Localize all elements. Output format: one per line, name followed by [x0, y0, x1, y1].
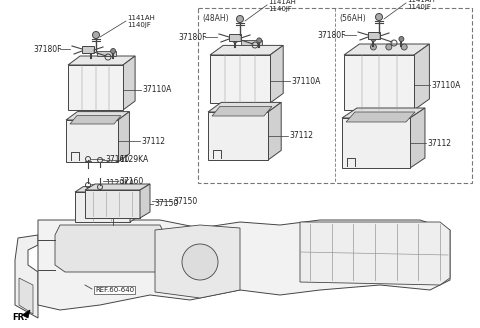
Circle shape [110, 49, 116, 53]
Polygon shape [344, 55, 414, 110]
Polygon shape [208, 102, 281, 112]
Polygon shape [118, 112, 130, 162]
Text: 37112: 37112 [141, 136, 165, 146]
Polygon shape [66, 112, 130, 120]
Text: 1129KA: 1129KA [119, 155, 148, 165]
Text: 37160: 37160 [119, 176, 143, 186]
Polygon shape [96, 51, 116, 56]
Polygon shape [268, 102, 281, 160]
Circle shape [237, 15, 243, 23]
Polygon shape [55, 225, 165, 272]
Circle shape [371, 44, 376, 50]
Polygon shape [410, 108, 425, 168]
Text: 37110A: 37110A [291, 77, 320, 86]
Polygon shape [346, 112, 415, 122]
Polygon shape [342, 108, 425, 118]
Polygon shape [342, 118, 410, 168]
Text: 37110A: 37110A [142, 85, 171, 94]
Text: 1141AH
1140JF: 1141AH 1140JF [407, 0, 435, 10]
Bar [368, 32, 380, 39]
Text: 1129KA: 1129KA [105, 179, 134, 189]
Text: 37180F: 37180F [33, 45, 61, 53]
Polygon shape [130, 187, 138, 222]
Circle shape [375, 13, 383, 20]
Polygon shape [85, 190, 140, 218]
Circle shape [89, 49, 94, 53]
Polygon shape [212, 106, 272, 116]
Polygon shape [270, 45, 283, 103]
Circle shape [399, 36, 404, 42]
Polygon shape [38, 220, 450, 310]
Polygon shape [300, 222, 450, 285]
Polygon shape [70, 115, 121, 124]
Bar [198, 8, 472, 183]
Polygon shape [140, 184, 150, 218]
Polygon shape [85, 184, 150, 190]
Circle shape [182, 244, 218, 280]
Text: 37110A: 37110A [431, 81, 460, 90]
Circle shape [386, 44, 392, 50]
Bar [229, 34, 241, 41]
Polygon shape [414, 44, 430, 110]
Polygon shape [208, 112, 268, 160]
Polygon shape [19, 278, 33, 314]
Text: 37150: 37150 [154, 199, 179, 209]
Polygon shape [123, 56, 135, 110]
Polygon shape [68, 56, 135, 65]
Circle shape [401, 44, 407, 50]
Polygon shape [75, 192, 130, 222]
Polygon shape [68, 65, 123, 110]
Polygon shape [15, 235, 38, 318]
Text: REF.60-640: REF.60-640 [95, 287, 134, 293]
Circle shape [257, 38, 262, 43]
Polygon shape [210, 55, 270, 103]
Circle shape [93, 31, 99, 38]
Polygon shape [155, 225, 240, 298]
Text: 1141AH
1140JF: 1141AH 1140JF [127, 14, 155, 28]
Text: (56AH): (56AH) [339, 14, 366, 24]
Text: 37112: 37112 [427, 138, 451, 148]
Text: 37112: 37112 [289, 132, 313, 140]
Circle shape [233, 38, 238, 43]
Polygon shape [75, 187, 138, 192]
Polygon shape [241, 40, 262, 45]
Polygon shape [22, 310, 30, 318]
Text: 37150: 37150 [173, 197, 197, 206]
Bar [82, 46, 94, 53]
Polygon shape [344, 44, 430, 55]
Circle shape [371, 36, 376, 42]
Text: 37180F: 37180F [317, 31, 346, 39]
Text: (48AH): (48AH) [202, 14, 228, 24]
Polygon shape [210, 45, 283, 55]
Text: 37160: 37160 [105, 154, 129, 163]
Polygon shape [66, 120, 118, 162]
Text: 1141AH
1140JF: 1141AH 1140JF [268, 0, 296, 11]
Text: FR.: FR. [12, 314, 27, 322]
Text: 37180F: 37180F [178, 32, 206, 42]
